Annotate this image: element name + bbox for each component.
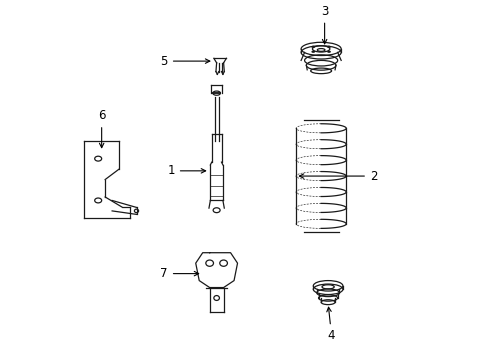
Text: 2: 2 xyxy=(299,170,377,183)
Text: 3: 3 xyxy=(320,5,327,44)
Text: 4: 4 xyxy=(326,307,335,342)
Text: 6: 6 xyxy=(98,109,105,148)
Text: 1: 1 xyxy=(167,165,205,177)
Text: 5: 5 xyxy=(160,55,209,68)
Text: 7: 7 xyxy=(160,267,198,280)
